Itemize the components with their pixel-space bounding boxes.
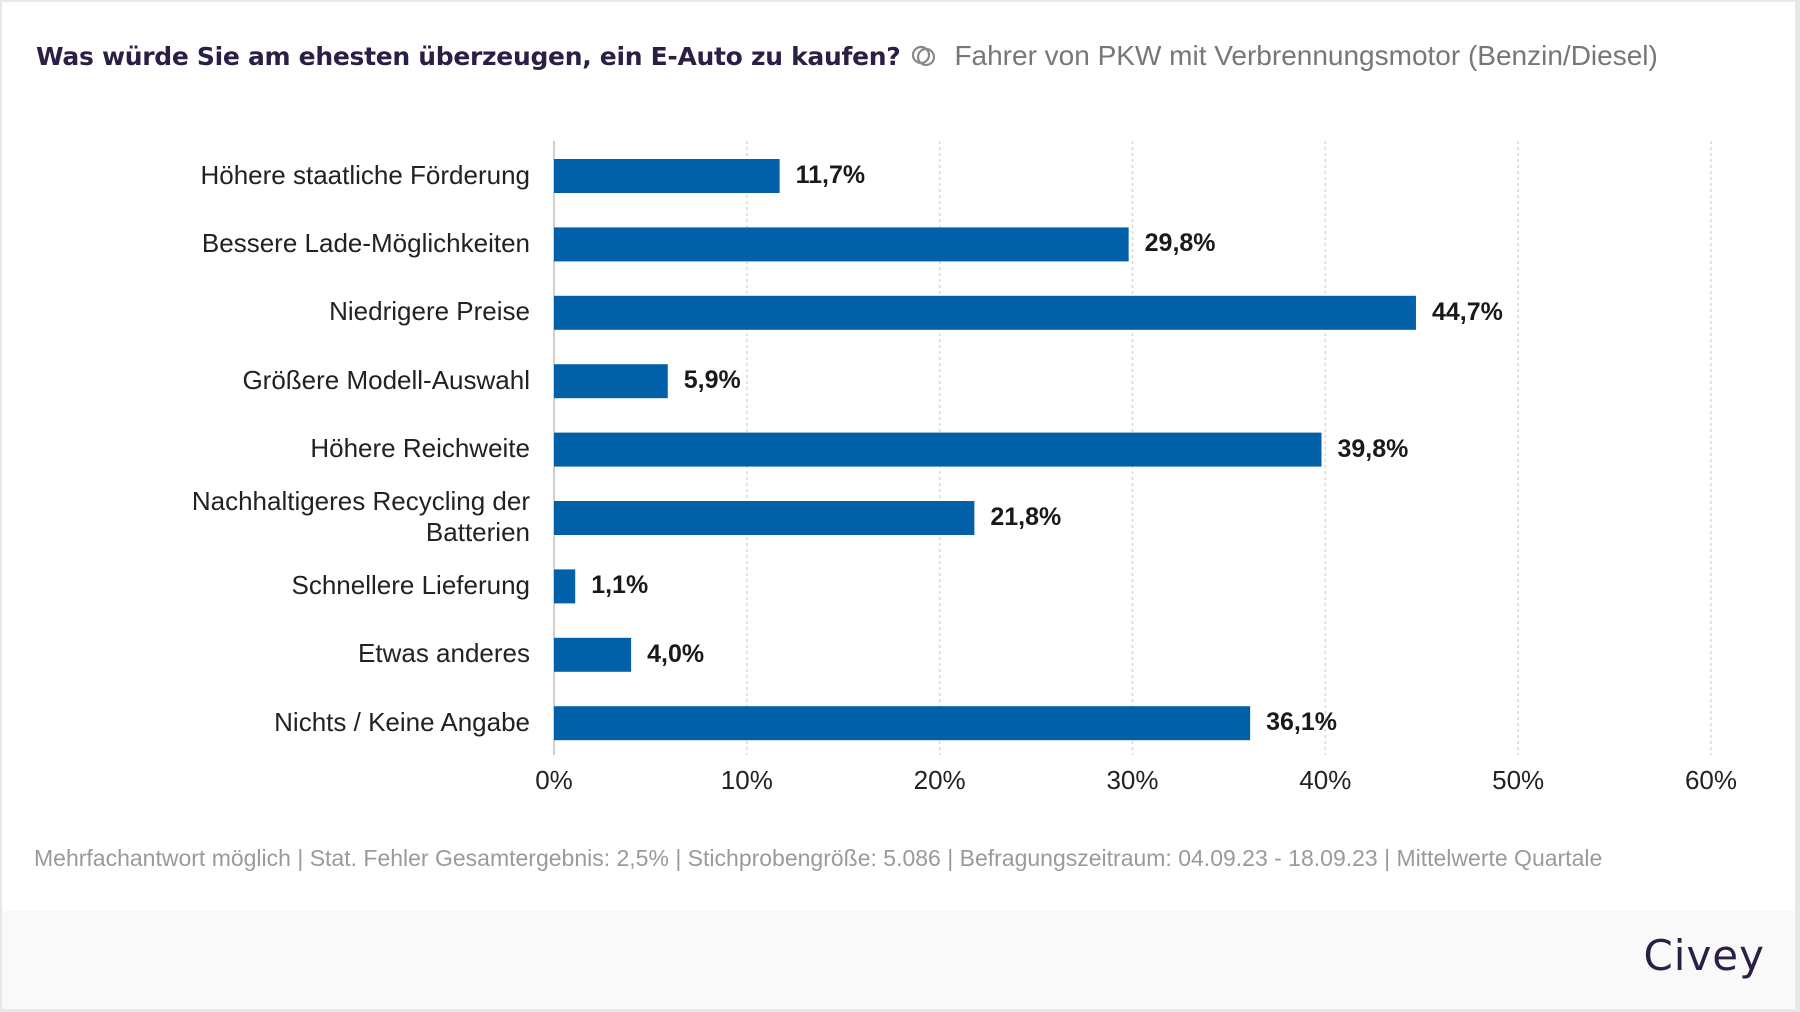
category-label: Etwas anderes: [358, 638, 530, 669]
bar[interactable]: [554, 295, 1416, 330]
bar[interactable]: [554, 706, 1251, 741]
x-tick-label: 60%: [1684, 765, 1738, 795]
bar-value-label: 11,7%: [795, 161, 866, 189]
bar[interactable]: [554, 227, 1129, 262]
bar-value-label: 29,8%: [1144, 229, 1216, 258]
bar[interactable]: [554, 501, 975, 535]
category-label: Schnellere Lieferung: [292, 570, 531, 601]
chart-subtitle: Fahrer von PKW mit Verbrennungsmotor (Be…: [954, 40, 1658, 71]
x-tick-label: 30%: [1106, 765, 1159, 795]
bar-value-label: 5,9%: [683, 366, 741, 395]
chart-title: Was würde Sie am ehesten überzeugen, ein…: [36, 41, 901, 71]
bar[interactable]: [554, 159, 780, 193]
x-tick-label: 40%: [1299, 765, 1352, 795]
category-label-line: Größere Modell-Auswahl: [242, 364, 530, 395]
group-filter-icon[interactable]: [910, 42, 938, 70]
chart-header: Was würde Sie am ehesten überzeugen, ein…: [36, 36, 1658, 76]
x-tick-label: 50%: [1492, 765, 1545, 795]
category-label-line: Höhere staatliche Förderung: [200, 159, 530, 190]
category-label-line: Etwas anderes: [358, 638, 530, 669]
category-label: Nachhaltigeres Recycling der Batterien: [192, 486, 530, 548]
chart-footnote: Mehrfachantwort möglich | Stat. Fehler G…: [34, 845, 1603, 871]
category-label: Bessere Lade-Möglichkeiten: [202, 228, 530, 259]
x-tick-label: 10%: [720, 765, 773, 795]
category-label-line: Nachhaltigeres Recycling der: [191, 486, 530, 516]
bar[interactable]: [554, 432, 1322, 467]
bar-value-label: 39,8%: [1337, 434, 1409, 463]
chart-plot: [553, 141, 1712, 755]
category-label: Höhere staatliche Förderung: [200, 160, 530, 191]
category-label-line: Nichts / Keine Angabe: [274, 706, 530, 737]
bar-value-label: 4,0%: [647, 639, 705, 668]
category-label-line: Batterien: [425, 517, 530, 547]
x-tick-label: 0%: [535, 765, 573, 795]
category-label-line: Schnellere Lieferung: [291, 569, 531, 600]
footer-band: Civey: [2, 911, 1795, 1009]
bar[interactable]: [554, 637, 632, 672]
brand-logo[interactable]: Civey: [1643, 931, 1765, 980]
category-label-line: Bessere Lade-Möglichkeiten: [201, 227, 530, 258]
bar[interactable]: [554, 364, 668, 399]
category-label: Höhere Reichweite: [310, 433, 530, 464]
category-label: Nichts / Keine Angabe: [274, 707, 530, 738]
category-label-line: Niedrigere Preise: [329, 296, 530, 327]
bar-chart: 0% 10% 20% 30% 40% 50% 60% 11,7% Höhere staatlic…: [192, 141, 1738, 795]
category-label-line: Höhere Reichweite: [310, 433, 530, 464]
bar-value-label: 21,8%: [990, 503, 1062, 531]
category-label: Größere Modell-Auswahl: [242, 365, 530, 396]
category-label: Niedrigere Preise: [329, 296, 530, 327]
x-tick-label: 20%: [913, 765, 966, 795]
bar-value-label: 36,1%: [1266, 708, 1338, 737]
bar[interactable]: [554, 569, 576, 604]
bar-value-label: 44,7%: [1431, 297, 1503, 326]
bar-value-label: 1,1%: [591, 571, 649, 600]
